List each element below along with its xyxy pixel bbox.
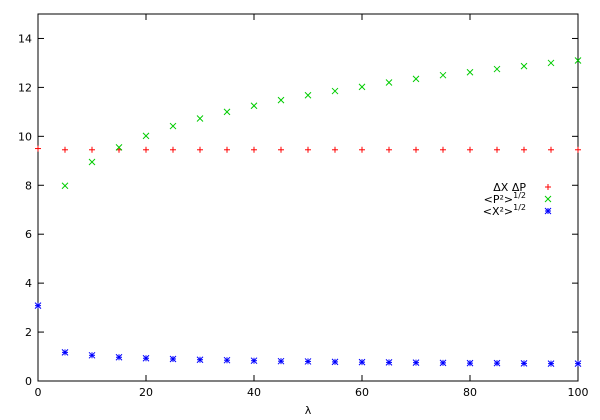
data-point — [547, 59, 555, 67]
data-point — [331, 358, 339, 366]
data-point — [412, 359, 420, 367]
data-point — [251, 146, 257, 153]
data-point — [574, 57, 582, 64]
y-tick-label: 2 — [25, 326, 32, 339]
data-point — [547, 360, 555, 367]
data-point — [521, 146, 527, 153]
data-point — [548, 146, 554, 153]
legend: ΔX ΔP<P²>1/2<X²>1/2 — [483, 181, 552, 218]
y-tick-label: 10 — [18, 130, 32, 143]
data-point — [493, 65, 501, 73]
data-point — [574, 360, 582, 367]
y-tick-label: 14 — [18, 32, 32, 45]
data-point — [575, 146, 581, 153]
data-point — [115, 143, 123, 151]
data-point — [493, 359, 501, 367]
data-point — [412, 75, 420, 83]
plot-frame — [37, 13, 579, 382]
series-2 — [34, 302, 582, 367]
data-point — [88, 158, 96, 166]
axis-ticks: 0 2 4 6 8 10 12 14 0 20 40 60 80 100 — [18, 14, 589, 399]
data-point — [89, 146, 95, 153]
data-point — [332, 146, 338, 153]
data-point — [385, 79, 393, 86]
data-point — [386, 146, 392, 153]
data-point — [466, 359, 474, 367]
data-point — [142, 132, 150, 140]
data-point — [61, 182, 69, 190]
data-point — [34, 302, 42, 309]
data-point — [143, 146, 149, 153]
data-point — [413, 146, 419, 153]
x-tick-label: 100 — [568, 386, 589, 399]
data-point — [223, 356, 231, 364]
data-point — [88, 351, 96, 359]
y-tick-label: 6 — [25, 228, 32, 241]
legend-label: <X²>1/2 — [483, 203, 526, 218]
data-point — [494, 146, 500, 153]
data-point — [304, 358, 312, 365]
data-point — [439, 71, 447, 79]
x-tick-label: 40 — [247, 386, 261, 399]
data-point — [197, 146, 203, 153]
data-marks — [34, 57, 582, 367]
data-point — [169, 355, 177, 363]
series-0 — [35, 145, 581, 153]
data-point — [170, 146, 176, 153]
legend-label: ΔX ΔP — [493, 181, 526, 194]
x-tick-label: 80 — [463, 386, 477, 399]
series-1 — [61, 57, 582, 190]
y-tick-label: 0 — [25, 375, 32, 388]
data-point — [196, 115, 204, 122]
data-point — [385, 359, 393, 366]
y-tick-label: 4 — [25, 277, 32, 290]
data-point — [359, 146, 365, 153]
data-point — [61, 349, 69, 356]
legend-marker — [544, 207, 552, 215]
data-point — [277, 357, 285, 365]
data-point — [466, 68, 474, 76]
data-point — [277, 96, 285, 104]
x-axis-label: λ — [305, 404, 312, 417]
data-point — [440, 146, 446, 153]
x-tick-label: 20 — [139, 386, 153, 399]
data-point — [520, 62, 528, 70]
data-point — [358, 83, 366, 91]
data-point — [520, 360, 528, 367]
data-point — [115, 353, 123, 361]
data-point — [224, 146, 230, 153]
data-point — [196, 356, 204, 364]
x-tick-label: 0 — [35, 386, 42, 399]
y-tick-label: 8 — [25, 179, 32, 192]
data-point — [331, 87, 339, 95]
data-point — [304, 91, 312, 99]
data-point — [467, 146, 473, 153]
legend-marker — [545, 184, 551, 190]
data-point — [278, 146, 284, 153]
data-point — [358, 358, 366, 366]
data-point — [169, 122, 177, 130]
data-point — [250, 357, 258, 365]
y-tick-label: 12 — [18, 81, 32, 94]
data-point — [305, 146, 311, 153]
data-point — [142, 354, 150, 362]
data-point — [62, 146, 68, 153]
data-point — [223, 108, 231, 116]
legend-marker — [544, 195, 552, 203]
data-point — [439, 359, 447, 367]
x-tick-label: 60 — [355, 386, 369, 399]
data-point — [250, 102, 258, 110]
data-point — [35, 145, 41, 152]
